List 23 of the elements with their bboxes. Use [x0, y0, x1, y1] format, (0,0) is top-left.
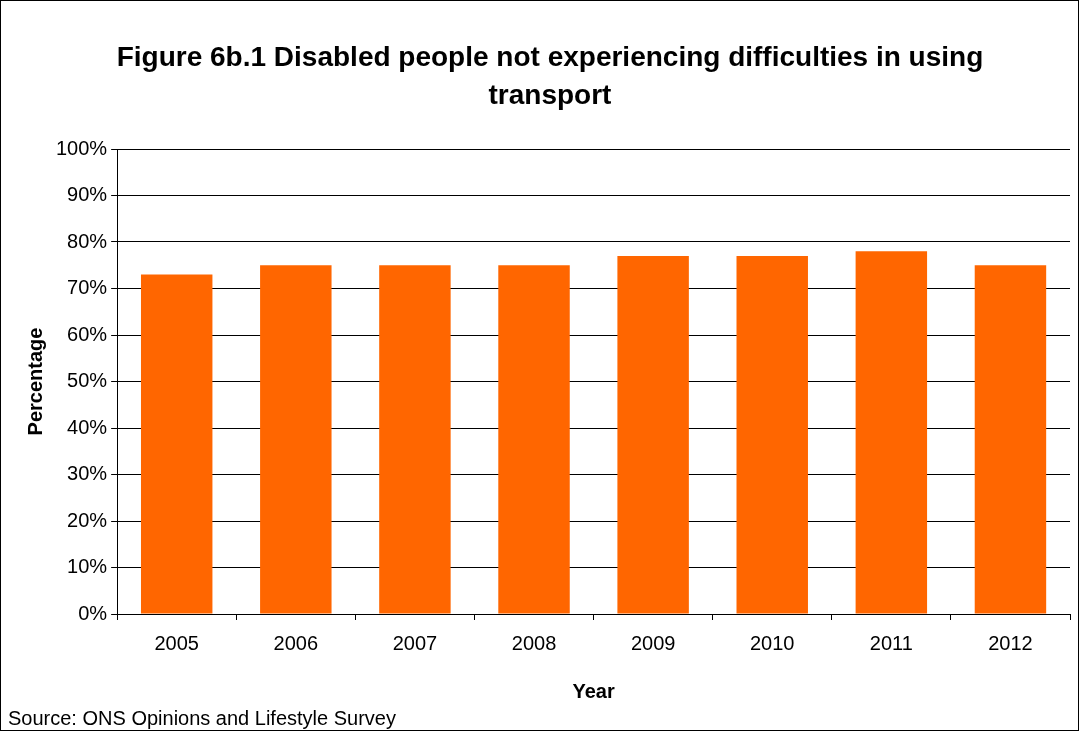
- y-tick-label: 100%: [56, 136, 108, 159]
- x-tick-label: 2011: [869, 631, 913, 654]
- chart-title: Figure 6b.1 Disabled people not experiencing difficulties in using transport: [115, 40, 985, 112]
- y-tick-label: 90%: [67, 183, 108, 206]
- y-tick-label: 60%: [67, 322, 108, 345]
- x-tick-label: 2009: [630, 631, 676, 654]
- y-tick-label: 80%: [67, 229, 108, 252]
- y-tick-label: 20%: [67, 508, 108, 531]
- y-tick-label: 30%: [67, 462, 108, 485]
- x-tick-label: 2006: [273, 631, 319, 654]
- y-tick-label: 70%: [67, 276, 108, 299]
- y-tick-label: 0%: [78, 601, 108, 624]
- y-axis-title: Percentage: [23, 327, 46, 436]
- y-tick-label: 10%: [67, 555, 108, 578]
- x-axis-title: Year: [572, 679, 615, 702]
- x-tick-label: 2010: [749, 631, 795, 654]
- y-tick-label: 50%: [67, 369, 108, 392]
- x-tick-label: 2005: [154, 631, 199, 654]
- y-tick-label: 40%: [67, 415, 108, 438]
- x-tick-label: 2008: [511, 631, 557, 654]
- x-tick-label: 2007: [392, 631, 438, 654]
- x-tick-label: 2012: [988, 631, 1033, 654]
- source-note: Source: ONS Opinions and Lifestyle Survey: [8, 707, 396, 730]
